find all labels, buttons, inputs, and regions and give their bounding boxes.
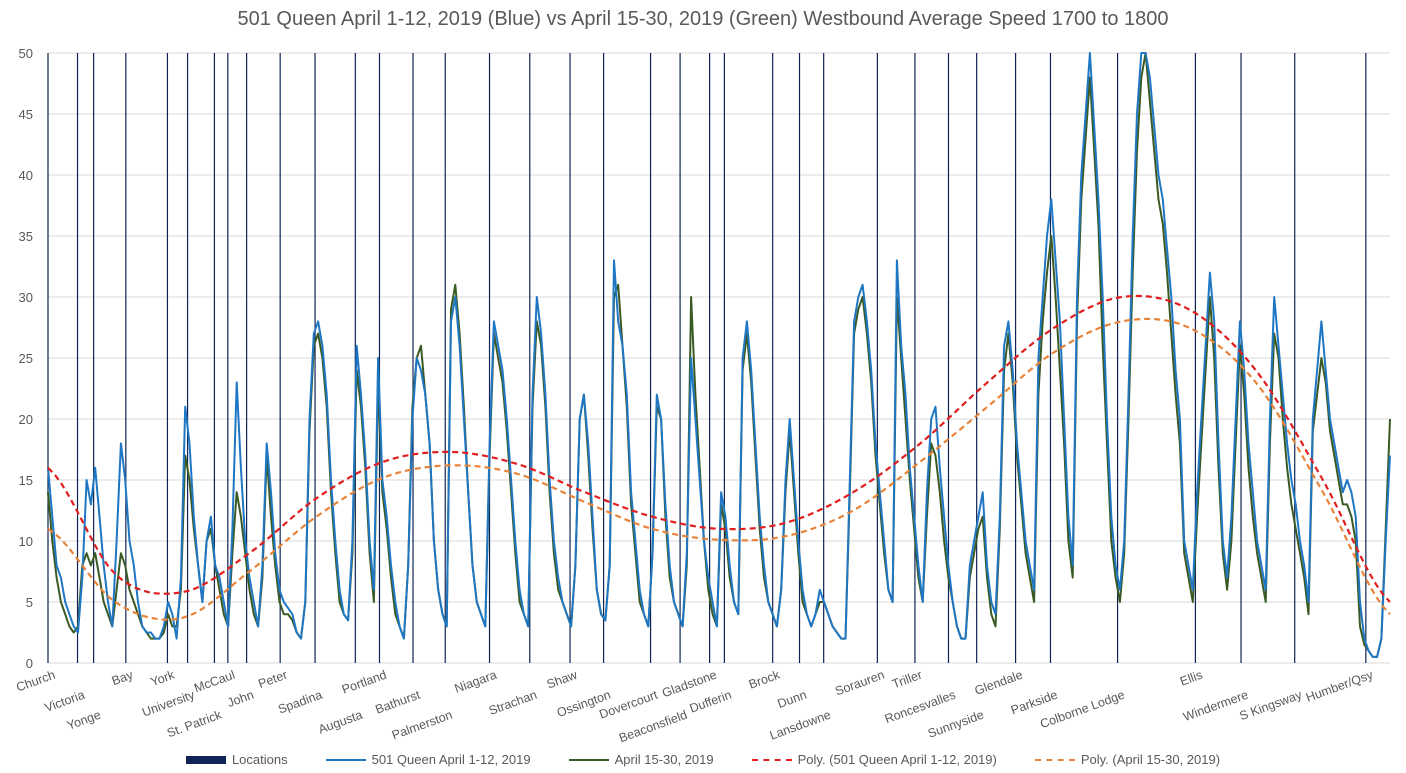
legend-label: Locations <box>231 752 288 767</box>
legend-item: Poly. (April 15-30, 2019) <box>1034 752 1221 767</box>
series-lines <box>47 52 1391 658</box>
x-tick-label: Yonge <box>65 708 103 733</box>
x-tick-label: St. Patrick <box>165 707 224 740</box>
legend-item: Poly. (501 Queen April 1-12, 2019) <box>751 752 997 767</box>
legend-swatch <box>1034 758 1075 761</box>
x-tick-label: Augusta <box>316 708 364 737</box>
chart-title: 501 Queen April 1-12, 2019 (Blue) vs Apr… <box>237 8 1169 30</box>
x-tick-label: Humber/Qsy <box>1304 667 1375 704</box>
x-tick-label: Victoria <box>43 688 87 715</box>
legend-label: Poly. (April 15-30, 2019) <box>1080 752 1221 767</box>
x-tick-label: S Kingsway <box>1238 687 1305 723</box>
y-tick-label: 0 <box>26 656 33 671</box>
series-line-3 <box>47 317 1391 621</box>
x-tick-label: Strachan <box>487 688 539 718</box>
location-lines <box>47 53 1367 663</box>
y-tick-label: 10 <box>19 534 33 549</box>
legend-item: Locations <box>185 752 288 767</box>
x-tick-label: York <box>149 667 178 689</box>
x-tick-label: Church <box>14 668 57 695</box>
x-tick-label: Glendale <box>973 668 1025 698</box>
legend-label: 501 Queen April 1-12, 2019 <box>371 752 531 767</box>
series-line-2 <box>47 294 1391 603</box>
legend-swatch <box>751 758 792 761</box>
legend-swatch <box>185 755 226 764</box>
y-axis-ticks: 0 5 10 15 20 25 30 35 40 45 50 <box>19 46 33 671</box>
x-tick-label: Dufferin <box>688 688 734 716</box>
y-tick-label: 45 <box>19 107 33 122</box>
x-tick-label: Triller <box>890 668 924 692</box>
y-tick-label: 15 <box>19 473 33 488</box>
x-tick-label: Bay <box>110 667 136 688</box>
x-tick-label: Lansdowne <box>768 708 833 743</box>
legend-label: Poly. (501 Queen April 1-12, 2019) <box>797 752 997 767</box>
legend-swatch <box>568 758 609 761</box>
x-tick-label: Sunnyside <box>926 708 986 741</box>
y-tick-label: 50 <box>19 46 33 61</box>
legend-label: April 15-30, 2019 <box>614 752 714 767</box>
x-tick-label: Bathurst <box>374 687 423 716</box>
legend-swatch <box>325 758 366 761</box>
y-tick-label: 35 <box>19 229 33 244</box>
x-tick-label: Peter <box>256 668 289 691</box>
legend-item: April 15-30, 2019 <box>568 752 714 767</box>
x-tick-label: Dunn <box>776 688 809 711</box>
x-tick-label: McCaul <box>192 668 237 696</box>
legend: Locations 501 Queen April 1-12, 2019 April… <box>0 752 1406 767</box>
y-tick-label: 5 <box>26 595 33 610</box>
x-tick-label: Brock <box>747 667 783 691</box>
x-tick-label: Shaw <box>545 667 580 691</box>
x-tick-label: Ellis <box>1178 668 1204 689</box>
x-tick-label: John <box>225 688 255 710</box>
legend-item: 501 Queen April 1-12, 2019 <box>325 752 531 767</box>
x-tick-label: Palmerston <box>390 708 454 743</box>
x-tick-label: Spadina <box>276 688 324 717</box>
y-tick-label: 25 <box>19 351 33 366</box>
x-tick-label: Sorauren <box>833 668 886 699</box>
y-tick-label: 40 <box>19 168 33 183</box>
y-tick-label: 20 <box>19 412 33 427</box>
x-tick-label: Beaconsfield <box>617 708 689 746</box>
gridlines <box>48 52 1390 664</box>
x-tick-label: University <box>140 687 197 719</box>
x-tick-label: Portland <box>340 668 389 697</box>
y-tick-label: 30 <box>19 290 33 305</box>
series-line-0 <box>47 52 1391 658</box>
x-tick-label: Niagara <box>453 668 499 696</box>
